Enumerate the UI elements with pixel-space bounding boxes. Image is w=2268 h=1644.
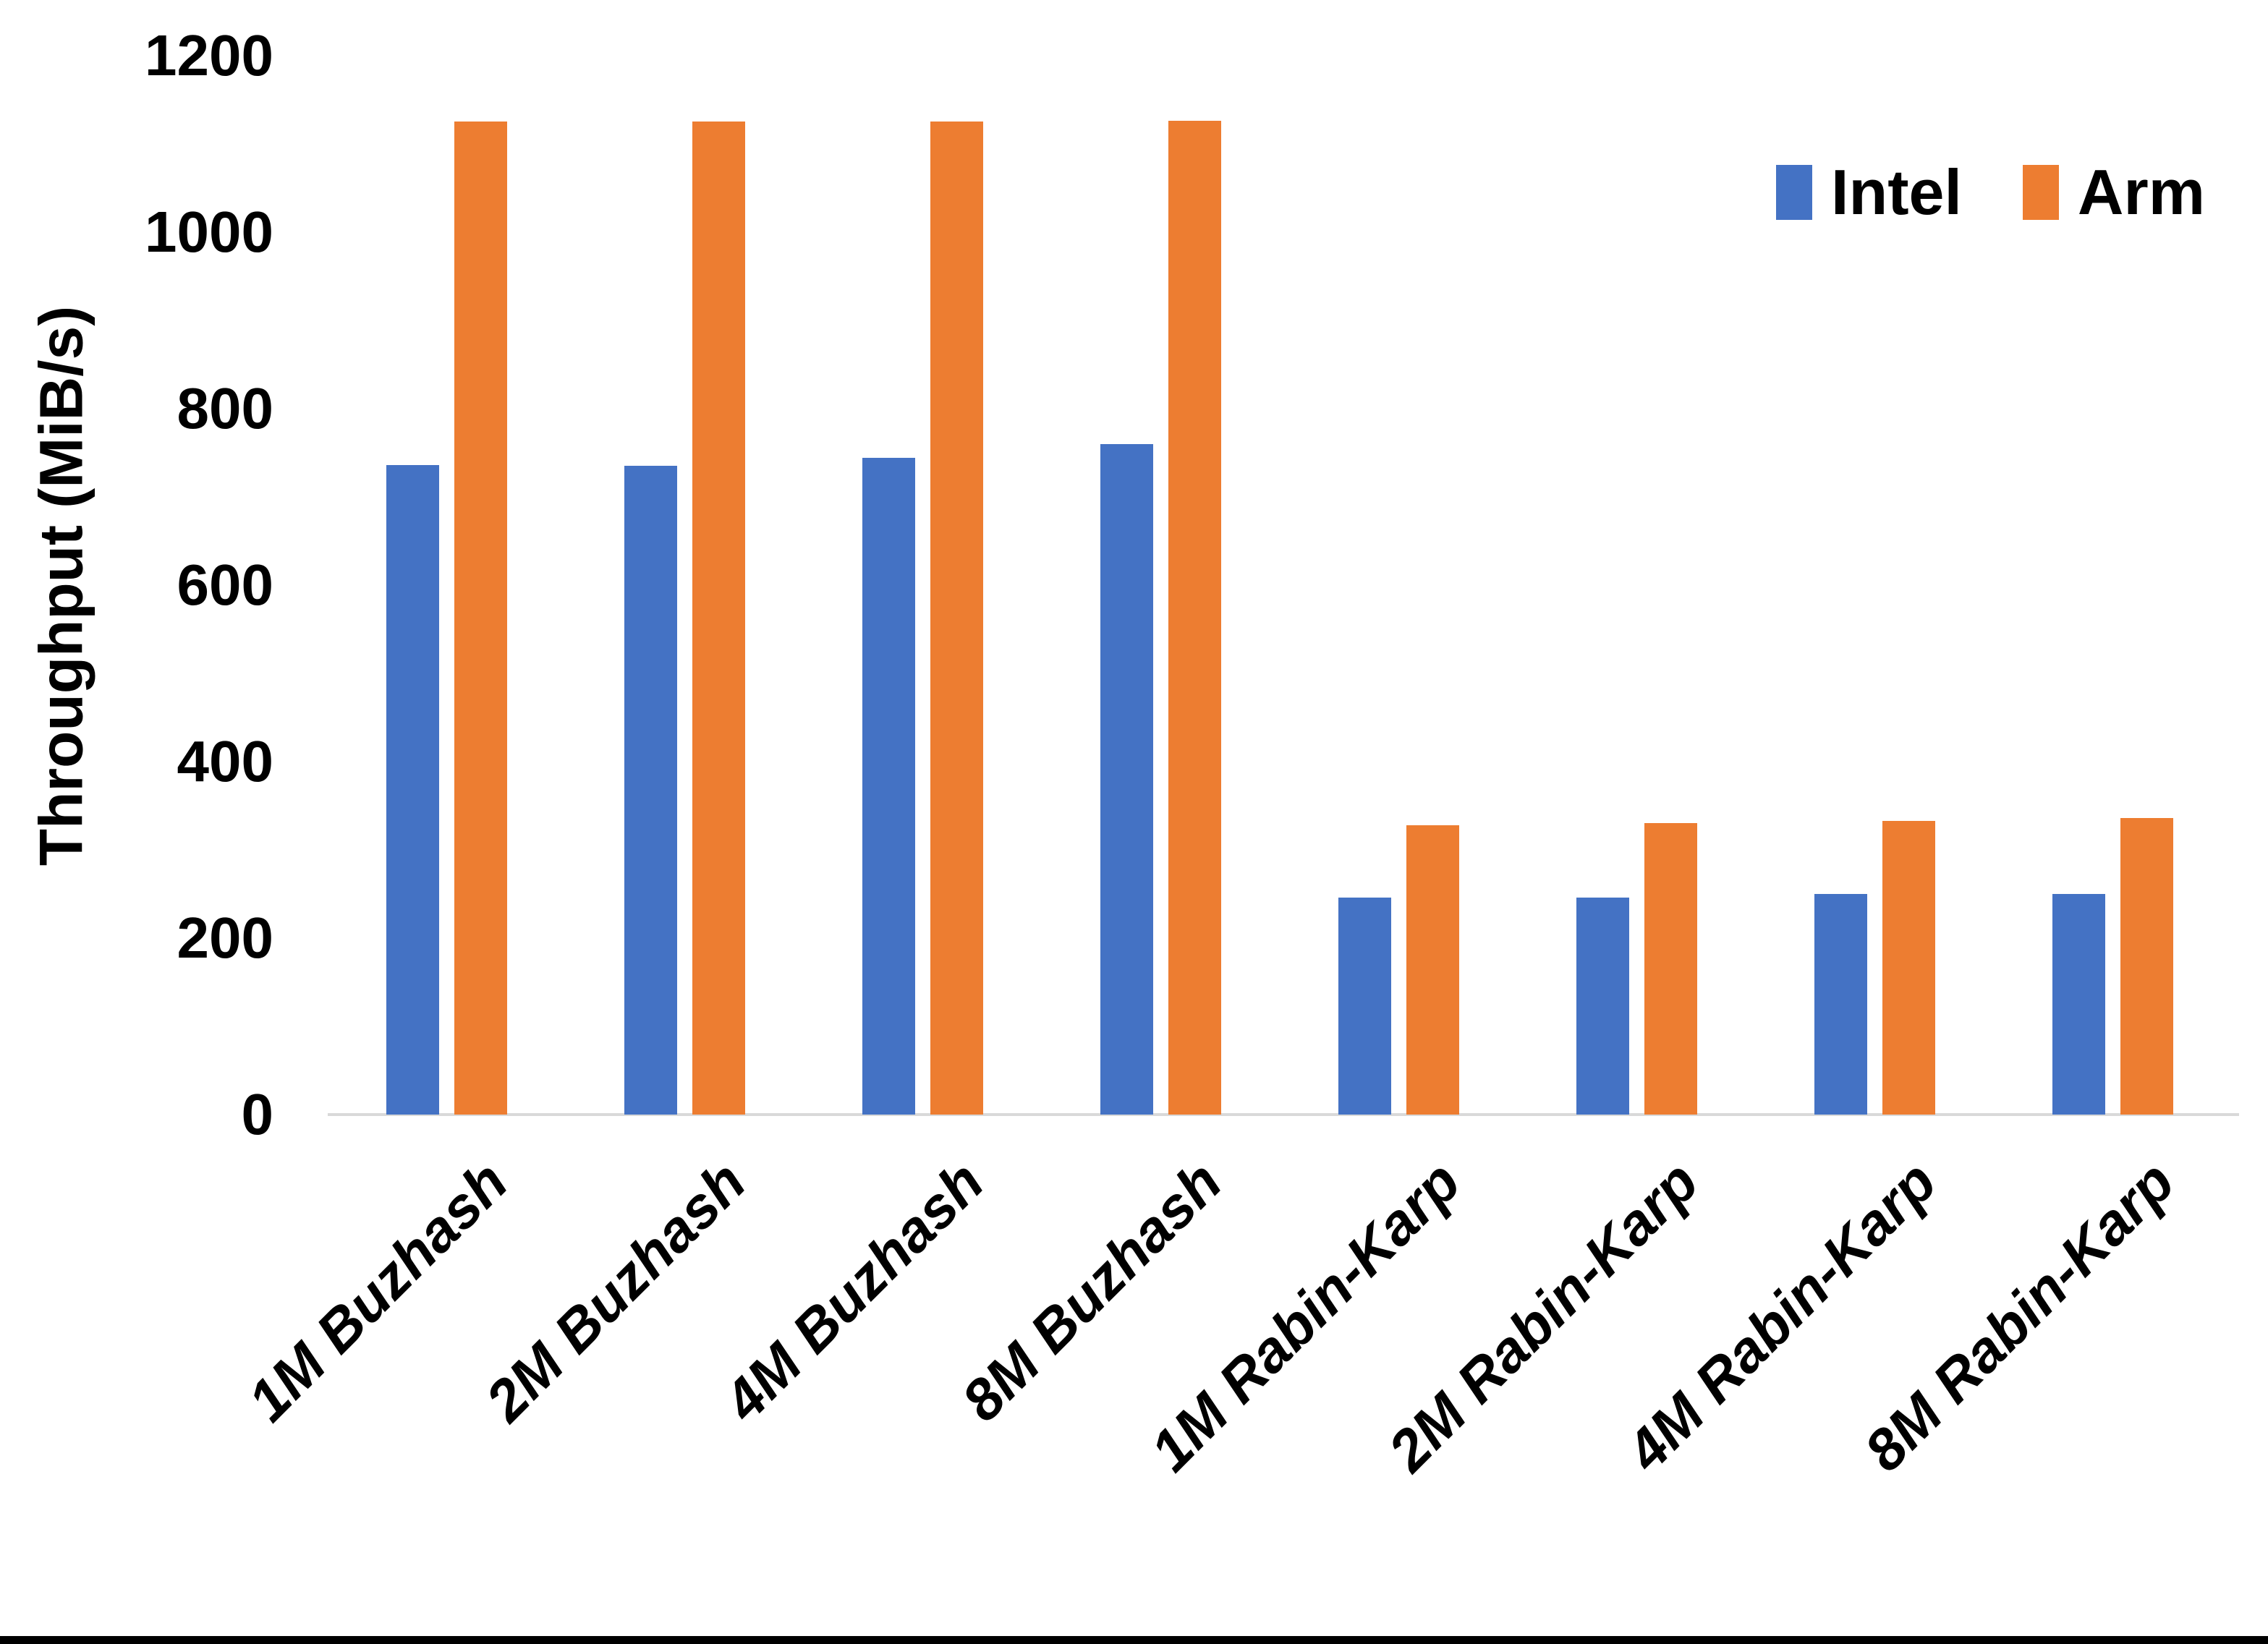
bar-arm-1m-buzhash (454, 122, 507, 1115)
bar-intel-4m-buzhash (862, 458, 915, 1115)
bar-arm-4m-buzhash (930, 122, 983, 1115)
y-tick-label-1200: 1200 (145, 23, 273, 88)
bar-arm-1m-rabin-karp (1406, 825, 1459, 1115)
y-tick-label-0: 0 (241, 1082, 274, 1146)
legend-swatch-intel (1776, 165, 1812, 220)
legend: Intel Arm (1776, 161, 2205, 224)
bar-intel-4m-rabin-karp (1814, 894, 1867, 1115)
legend-item-arm: Arm (2022, 156, 2205, 228)
bar-intel-1m-buzhash (386, 465, 439, 1115)
bar-arm-8m-buzhash (1168, 121, 1221, 1115)
legend-item-intel: Intel (1776, 161, 1962, 224)
legend-label-intel: Intel (1831, 156, 1962, 228)
bar-arm-2m-buzhash (692, 122, 745, 1115)
bar-arm-4m-rabin-karp (1882, 821, 1935, 1115)
bar-arm-8m-rabin-karp (2120, 818, 2173, 1115)
y-tick-label-600: 600 (177, 553, 273, 617)
bar-intel-2m-rabin-karp (1576, 898, 1629, 1115)
bar-intel-2m-buzhash (624, 466, 677, 1115)
x-axis-line (328, 1113, 2239, 1116)
y-tick-label-200: 200 (177, 906, 273, 970)
bar-intel-8m-buzhash (1100, 444, 1153, 1115)
y-tick-label-400: 400 (177, 729, 273, 793)
bar-intel-8m-rabin-karp (2052, 894, 2105, 1115)
legend-label-arm: Arm (2077, 156, 2205, 228)
legend-swatch-arm (2022, 165, 2059, 220)
bar-intel-1m-rabin-karp (1338, 898, 1391, 1115)
bar-arm-2m-rabin-karp (1644, 823, 1697, 1115)
bottom-border (0, 1636, 2268, 1644)
y-tick-label-800: 800 (177, 376, 273, 440)
y-tick-label-1000: 1000 (145, 200, 273, 264)
